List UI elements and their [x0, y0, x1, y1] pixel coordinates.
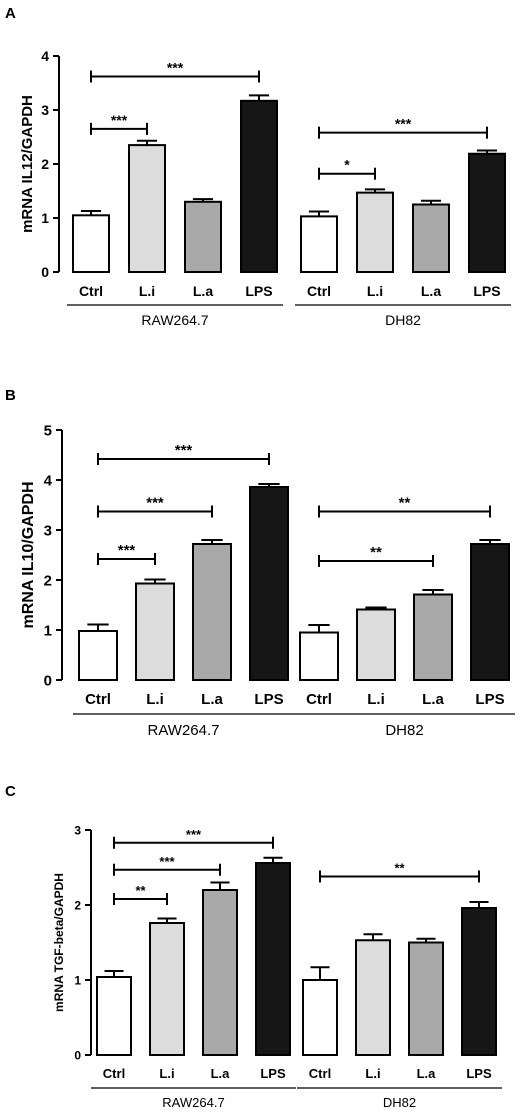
x-category-label: L.i: [365, 1066, 380, 1081]
group-label: RAW264.7: [162, 1095, 224, 1110]
significance-label: ***: [118, 542, 136, 559]
significance-label: ***: [167, 60, 184, 76]
bar-lps: [255, 862, 291, 1056]
x-category-label: L.i: [367, 283, 383, 299]
bar-li: [356, 608, 396, 681]
y-tick-label: 1: [74, 973, 81, 987]
significance-label: ***: [186, 827, 202, 842]
x-category-label: L.a: [421, 283, 441, 299]
bar-la: [202, 889, 238, 1056]
group-raw264-7: Ctrl L.i L.a LPS RAW264.7 *** ***: [67, 60, 283, 328]
bar-la: [413, 593, 453, 681]
y-tick-label: 5: [44, 422, 52, 439]
group-dh82: Ctrl L.i L.a LPS DH82 ** **: [294, 495, 515, 739]
significance-label: **: [135, 883, 146, 898]
x-category-label: L.i: [159, 1066, 174, 1081]
bar-la: [412, 203, 450, 273]
y-tick-label: 1: [44, 622, 52, 639]
group-dh82: Ctrl L.i L.a LPS DH82 **: [297, 861, 502, 1110]
y-tick-label: 3: [41, 102, 49, 118]
significance-label: **: [370, 544, 382, 561]
x-category-label: L.a: [422, 691, 444, 708]
bar-lps: [461, 907, 497, 1056]
y-axis-label: mRNA IL10/GAPDH: [20, 482, 37, 629]
group-label: RAW264.7: [148, 722, 220, 739]
y-tick-label: 3: [44, 522, 52, 539]
y-tick-label: 0: [41, 264, 49, 280]
y-tick-label: 4: [44, 472, 53, 489]
y-tick-label: 0: [74, 1048, 81, 1062]
x-category-label: L.a: [417, 1066, 437, 1081]
y-tick-label: 2: [41, 156, 49, 172]
y-axis-label: mRNA TGF-beta/GAPDH: [52, 873, 66, 1012]
x-category-label: LPS: [245, 283, 272, 299]
bar-li: [355, 939, 391, 1056]
x-category-label: Ctrl: [103, 1066, 125, 1081]
y-tick-label: 2: [74, 898, 81, 912]
bar-li: [149, 922, 185, 1056]
bar-ctrl: [302, 979, 338, 1056]
significance-label: ***: [159, 854, 175, 869]
x-category-label: L.i: [146, 691, 164, 708]
panel-b: B 0 1 2 3 4 5 mRNA IL10/GAPDH Ctrl L.i L.a LPS RAW26…: [5, 387, 515, 739]
x-category-label: L.a: [201, 691, 223, 708]
y-axis-label: mRNA IL12/GAPDH: [19, 95, 36, 233]
x-category-label: Ctrl: [307, 283, 331, 299]
significance-label: **: [394, 861, 405, 876]
bar-ctrl: [78, 630, 118, 681]
panel-letter: C: [5, 783, 16, 800]
x-category-label: L.a: [211, 1066, 231, 1081]
x-category-label: Ctrl: [85, 691, 111, 708]
bar-lps: [240, 99, 278, 273]
bar-li: [128, 144, 166, 274]
x-category-label: Ctrl: [306, 691, 332, 708]
group-raw264-7: Ctrl L.i L.a LPS RAW264.7 *** *** ***: [73, 442, 294, 739]
x-category-label: Ctrl: [309, 1066, 331, 1081]
group-label: DH82: [385, 312, 421, 328]
bar-la: [408, 941, 444, 1056]
x-category-label: Ctrl: [79, 283, 103, 299]
bar-lps: [470, 543, 510, 681]
bar-li: [356, 191, 394, 273]
group-label: DH82: [385, 722, 423, 739]
bar-ctrl: [300, 215, 338, 274]
bar-lps: [249, 486, 289, 681]
x-category-label: LPS: [466, 1066, 492, 1081]
x-category-label: L.a: [193, 283, 213, 299]
y-tick-label: 1: [41, 210, 49, 226]
group-label: RAW264.7: [141, 312, 208, 328]
bar-ctrl: [299, 631, 339, 681]
bar-li: [135, 582, 175, 681]
x-category-label: LPS: [473, 283, 500, 299]
x-category-label: L.i: [367, 691, 385, 708]
x-category-label: L.i: [139, 283, 155, 299]
bar-la: [192, 543, 232, 681]
group-label: DH82: [383, 1095, 416, 1110]
significance-label: **: [399, 495, 411, 512]
x-category-label: LPS: [254, 691, 283, 708]
significance-label: ***: [395, 116, 412, 132]
bar-lps: [468, 152, 506, 274]
bar-la: [184, 200, 222, 273]
panel-a: A 0 1 2 3 4 mRNA IL12/GAPDH Ctrl L.i L.a LPS RAW264…: [5, 5, 511, 328]
bar-ctrl: [96, 976, 132, 1056]
bar-ctrl: [72, 214, 110, 274]
panel-letter: B: [5, 387, 16, 404]
significance-label: *: [344, 157, 350, 173]
significance-label: ***: [111, 112, 128, 128]
panel-c: C 0 1 2 3 mRNA TGF-beta/GAPDH Ctrl L.i L.a LPS RAW…: [5, 783, 502, 1110]
y-tick-label: 3: [74, 823, 81, 837]
significance-label: ***: [146, 495, 164, 512]
x-category-label: LPS: [260, 1066, 286, 1081]
panel-letter: A: [5, 5, 16, 22]
significance-label: ***: [175, 442, 193, 459]
y-tick-label: 2: [44, 572, 52, 589]
y-tick-label: 0: [44, 672, 52, 689]
x-category-label: LPS: [475, 691, 504, 708]
y-tick-label: 4: [41, 48, 49, 64]
